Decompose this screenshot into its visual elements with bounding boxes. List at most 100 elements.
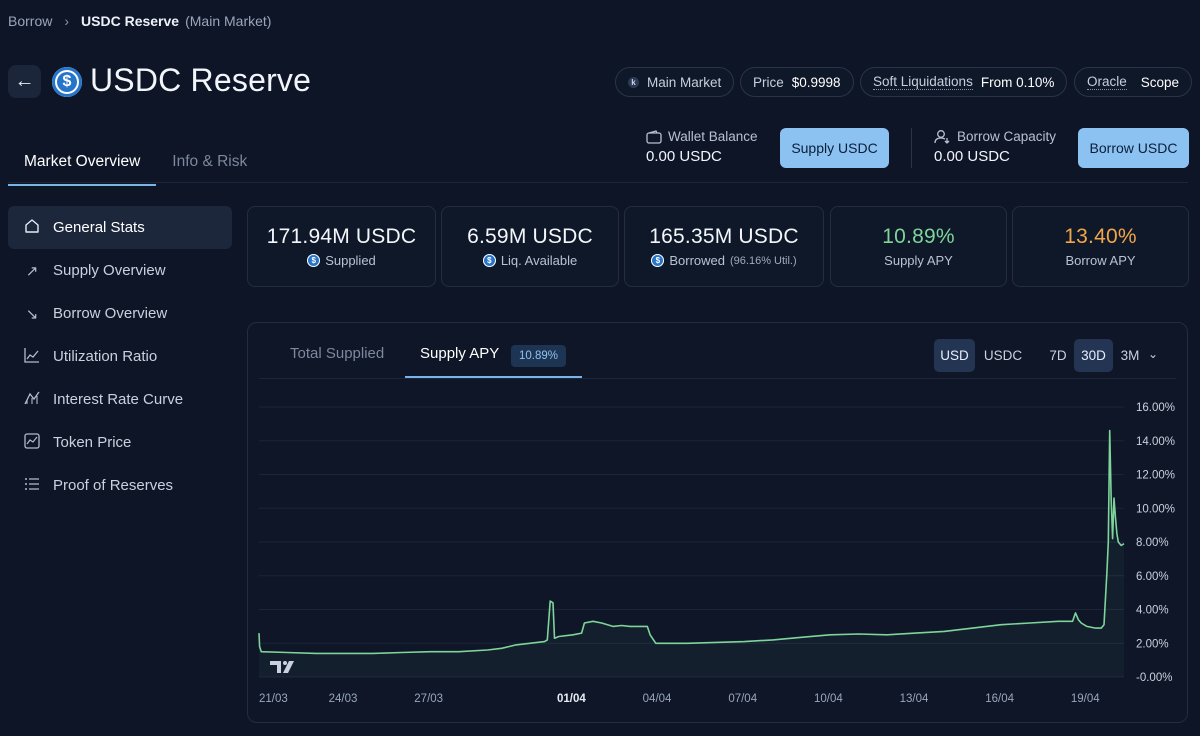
sidebar-item-utilization-ratio[interactable]: Utilization Ratio <box>8 335 232 378</box>
x-tick-label: 19/04 <box>1071 693 1100 705</box>
usdc-mini-icon: $ <box>651 254 665 267</box>
sidebar-item-label: General Stats <box>53 219 145 236</box>
supply-apy-badge: 10.89% <box>511 345 567 367</box>
chevron-down-icon[interactable]: ⌄ <box>1148 347 1159 361</box>
sidebar-item-label: Interest Rate Curve <box>53 391 184 408</box>
supplied-value: 171.94M USDC <box>266 225 417 248</box>
usdc-mini-icon: $ <box>307 254 321 267</box>
y-tick-label: 2.00% <box>1136 638 1169 650</box>
sidebar-item-borrow-overview[interactable]: ↘ Borrow Overview <box>8 292 232 335</box>
tab-market-overview[interactable]: Market Overview <box>8 140 157 186</box>
usdc-mini-icon: $ <box>482 254 496 267</box>
borrow-capacity-label: Borrow Capacity <box>957 129 1057 144</box>
breadcrumb-borrow-link[interactable]: Borrow <box>8 13 53 29</box>
series-area <box>259 430 1124 677</box>
x-tick-label: 10/04 <box>814 693 843 705</box>
borrow-apy-value: 13.40% <box>1064 225 1137 248</box>
market-name: Main Market <box>647 74 722 90</box>
sidebar-item-interest-rate-curve[interactable]: Interest Rate Curve <box>8 378 232 421</box>
stat-card-borrowed: 165.35M USDC $ Borrowed (96.16% Util.) <box>624 206 824 287</box>
sidebar: General Stats ↗ Supply Overview ↘ Borrow… <box>8 206 232 507</box>
breadcrumb-market: (Main Market) <box>185 13 272 29</box>
y-tick-label: 12.00% <box>1136 470 1175 482</box>
borrowed-value: 165.35M USDC <box>649 225 799 248</box>
supply-usdc-button[interactable]: Supply USDC <box>780 128 889 168</box>
utilization-value: (96.16% Util.) <box>730 254 797 267</box>
line-chart-icon <box>23 347 41 367</box>
supply-apy-label: Supply APY <box>884 253 953 268</box>
y-tick-label: 6.00% <box>1136 571 1169 583</box>
chart-tabs-divider <box>259 378 1176 379</box>
y-tick-label: 8.00% <box>1136 537 1169 549</box>
price-pill: Price $0.9998 <box>740 67 854 97</box>
x-tick-label: 16/04 <box>985 693 1014 705</box>
series-line-supply-apy <box>258 429 1125 655</box>
tab-info-risk[interactable]: Info & Risk <box>172 153 248 170</box>
breadcrumb: Borrow › USDC Reserve (Main Market) <box>8 13 271 29</box>
currency-usd-toggle[interactable]: USD <box>934 339 975 372</box>
oracle-pill[interactable]: Oracle Scope <box>1074 67 1193 97</box>
sidebar-item-general-stats[interactable]: General Stats <box>8 206 232 249</box>
sidebar-item-label: Borrow Overview <box>53 305 168 322</box>
y-tick-label: 16.00% <box>1136 402 1175 414</box>
chart-panel <box>247 322 1188 723</box>
x-tick-label: 04/04 <box>643 693 672 705</box>
tabs-divider <box>8 182 1188 183</box>
wallet-icon <box>646 129 662 144</box>
borrow-capacity: Borrow Capacity 0.00 USDC <box>934 129 1056 165</box>
borrow-apy-label: Borrow APY <box>1065 253 1136 268</box>
sidebar-item-supply-overview[interactable]: ↗ Supply Overview <box>8 249 232 292</box>
vertical-divider <box>911 128 912 168</box>
chart-tab-supply-apy[interactable]: Supply APY <box>420 345 500 362</box>
user-capacity-icon <box>934 130 950 144</box>
x-tick-label: 01/04 <box>557 693 586 705</box>
wallet-balance-value: 0.00 USDC <box>646 148 722 165</box>
range-7d-button[interactable]: 7D <box>1049 348 1067 363</box>
chart-tab-total-supplied[interactable]: Total Supplied <box>290 345 385 362</box>
curve-icon <box>23 390 41 410</box>
price-label: Price <box>753 74 784 90</box>
kamino-logo-icon: k <box>628 76 639 88</box>
breadcrumb-current: USDC Reserve <box>81 13 180 29</box>
arrow-down-right-icon: ↘ <box>25 305 39 323</box>
page-title: USDC Reserve <box>90 62 312 98</box>
sidebar-item-token-price[interactable]: Token Price <box>8 421 232 464</box>
x-tick-label: 21/03 <box>259 693 288 705</box>
sidebar-item-proof-of-reserves[interactable]: Proof of Reserves <box>8 464 232 507</box>
price-chart-icon <box>23 432 41 453</box>
x-tick-label: 13/04 <box>900 693 929 705</box>
market-pill[interactable]: k Main Market <box>615 67 735 97</box>
back-button[interactable]: ← <box>8 65 41 98</box>
wallet-balance-label: Wallet Balance <box>668 129 758 144</box>
sidebar-item-label: Utilization Ratio <box>53 348 158 365</box>
sidebar-item-label: Token Price <box>53 434 132 451</box>
wallet-balance: Wallet Balance 0.00 USDC <box>646 129 758 165</box>
range-30d-button[interactable]: 30D <box>1074 339 1113 372</box>
y-tick-label: 10.00% <box>1136 503 1175 515</box>
liquidity-label: Liq. Available <box>500 253 578 268</box>
chevron-right-icon: › <box>64 13 70 29</box>
soft-liquidations-pill[interactable]: Soft Liquidations From 0.10% <box>860 67 1068 97</box>
borrowed-label: Borrowed <box>669 253 725 268</box>
x-tick-label: 27/03 <box>414 693 443 705</box>
chart-tab-active-indicator <box>405 376 582 378</box>
y-tick-label: 14.00% <box>1136 436 1175 448</box>
stat-card-supply-apy: 10.89% Supply APY <box>830 206 1007 287</box>
arrow-left-icon: ← <box>14 70 35 92</box>
supplied-label: Supplied <box>325 253 376 268</box>
borrow-usdc-button[interactable]: Borrow USDC <box>1078 128 1189 168</box>
soft-liquidations-value: From 0.10% <box>980 74 1055 90</box>
sidebar-item-label: Supply Overview <box>53 262 166 279</box>
stat-card-borrow-apy: 13.40% Borrow APY <box>1012 206 1189 287</box>
currency-usdc-toggle[interactable]: USDC <box>983 348 1023 363</box>
stat-card-supplied: 171.94M USDC $ Supplied <box>247 206 436 287</box>
y-tick-label: -0.00% <box>1136 672 1172 684</box>
sidebar-item-label: Proof of Reserves <box>53 477 174 494</box>
oracle-label: Oracle <box>1087 74 1127 90</box>
home-icon <box>23 218 41 238</box>
supply-apy-value: 10.89% <box>882 225 955 248</box>
oracle-value: Scope <box>1140 74 1180 90</box>
y-tick-label: 4.00% <box>1136 605 1169 617</box>
borrow-capacity-value: 0.00 USDC <box>934 148 1010 165</box>
range-3m-button[interactable]: 3M <box>1120 348 1140 363</box>
